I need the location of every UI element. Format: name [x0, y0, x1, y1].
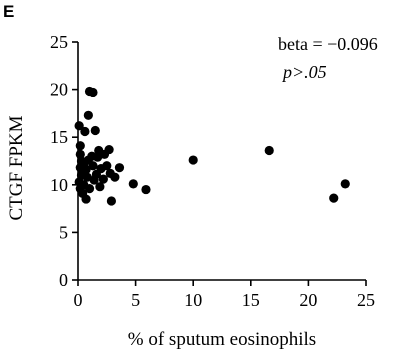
y-ticks: 0 5 10 15 20 25 [50, 32, 78, 290]
data-point [81, 164, 91, 175]
data-point [75, 141, 85, 151]
data-point [90, 125, 100, 136]
data-point [98, 174, 108, 184]
data-point [104, 144, 114, 155]
y-tick-label: 5 [59, 222, 68, 242]
data-point [329, 193, 339, 203]
data-point [114, 163, 125, 173]
x-ticks: 0 5 10 15 20 25 [74, 280, 375, 310]
data-point [80, 126, 90, 137]
data-point [264, 145, 274, 156]
y-tick-label: 25 [50, 32, 68, 52]
x-tick-label: 10 [184, 290, 202, 310]
x-tick-label: 20 [299, 290, 317, 310]
data-point [188, 155, 198, 165]
data-point [95, 182, 105, 192]
data-points [74, 86, 350, 206]
x-tick-label: 5 [131, 290, 140, 310]
data-point [74, 121, 84, 131]
data-point [340, 179, 350, 189]
x-axis-label: % of sputum eosinophils [128, 329, 316, 350]
data-point [82, 172, 92, 182]
data-point [110, 172, 120, 182]
p-value-annotation: p>.05 [281, 62, 327, 82]
y-tick-label: 20 [50, 80, 68, 100]
x-tick-label: 15 [242, 290, 260, 310]
x-tick-label: 0 [74, 290, 83, 310]
y-axis-label: CTGF FPKM [6, 115, 27, 220]
data-point [88, 161, 98, 171]
data-point [141, 184, 151, 195]
data-point [81, 194, 91, 204]
beta-annotation: beta = −0.096 [278, 34, 378, 54]
data-point [102, 161, 112, 171]
y-tick-label: 10 [50, 175, 68, 195]
x-tick-label: 25 [357, 290, 375, 310]
y-tick-label: 0 [59, 270, 68, 290]
data-point [83, 110, 93, 120]
data-point [84, 184, 95, 194]
data-point [128, 179, 138, 189]
y-tick-label: 15 [50, 127, 68, 147]
panel-label: E [3, 2, 14, 21]
data-point [106, 196, 117, 206]
data-point [88, 87, 98, 98]
